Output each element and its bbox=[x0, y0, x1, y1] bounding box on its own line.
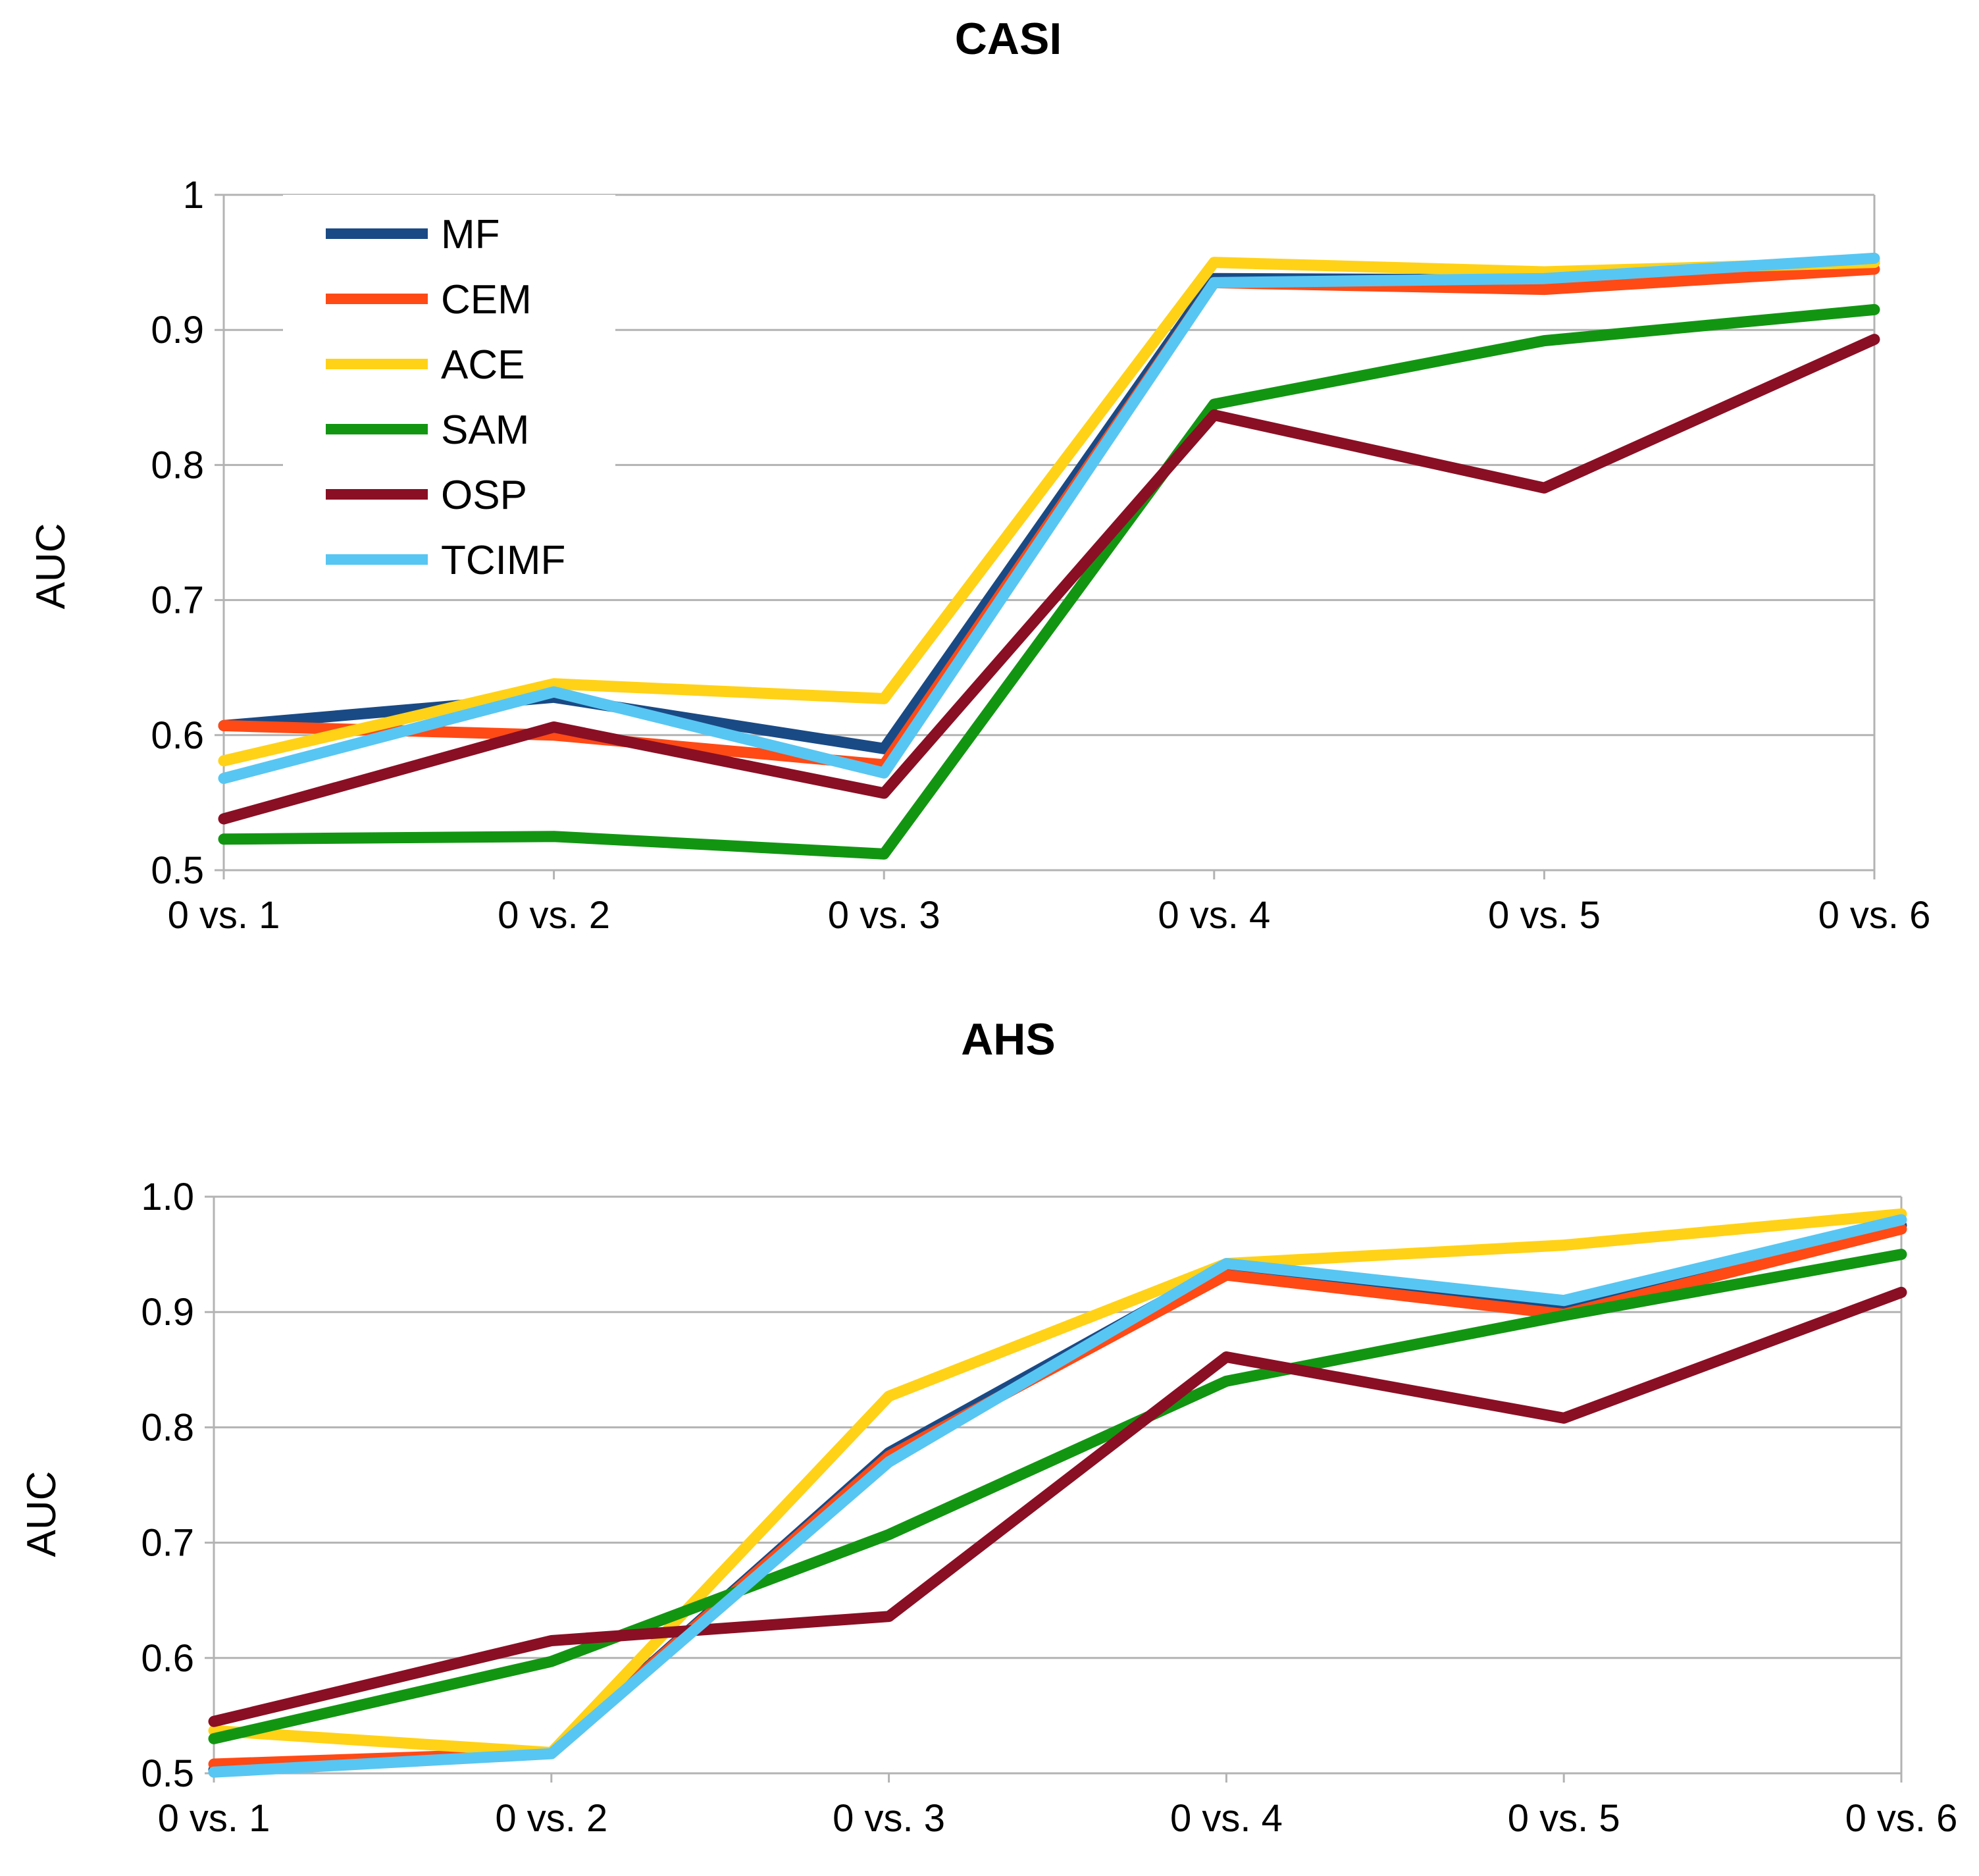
legend-label: TCIMF bbox=[441, 538, 565, 583]
legend: MF CEM ACE SAM OSP TCIMF bbox=[283, 195, 615, 590]
x-tick-label: 0 vs. 1 bbox=[158, 1797, 270, 1840]
chart-title: AHS bbox=[961, 1014, 1056, 1064]
y-tick-label: 0.8 bbox=[151, 444, 204, 486]
x-tick-label: 0 vs. 2 bbox=[498, 894, 610, 937]
x-tick-labels: 0 vs. 1 0 vs. 2 0 vs. 3 0 vs. 4 0 vs. 5 0 vs.… bbox=[158, 1797, 1958, 1840]
y-tick-label: 0.8 bbox=[141, 1406, 194, 1449]
y-tick-label: 1 bbox=[183, 174, 204, 217]
y-tick-label: 1.0 bbox=[141, 1176, 194, 1218]
y-tick-labels: 0.5 0.6 0.7 0.8 0.9 1.0 bbox=[141, 1176, 194, 1795]
y-tick-label: 0.5 bbox=[141, 1752, 194, 1795]
y-tick-label: 0.9 bbox=[141, 1291, 194, 1334]
x-tick-label: 0 vs. 5 bbox=[1508, 1797, 1620, 1840]
grid-lines bbox=[205, 1195, 1901, 1775]
y-tick-label: 0.7 bbox=[151, 579, 204, 622]
x-tick-label: 0 vs. 1 bbox=[168, 894, 280, 937]
legend-label: OSP bbox=[441, 473, 527, 518]
x-tick-label: 0 vs. 6 bbox=[1818, 894, 1931, 937]
y-tick-label: 0.7 bbox=[141, 1522, 194, 1565]
series-line-sam bbox=[218, 303, 1880, 860]
x-tick-label: 0 vs. 5 bbox=[1488, 894, 1601, 937]
y-tick-label: 0.5 bbox=[151, 849, 204, 892]
y-tick-labels: 0.5 0.6 0.7 0.8 0.9 1 bbox=[151, 174, 204, 892]
y-tick-label: 0.9 bbox=[151, 309, 204, 352]
series-line-tcimf bbox=[218, 252, 1880, 784]
x-tick-label: 0 vs. 4 bbox=[1158, 894, 1270, 937]
series-line-tcimf bbox=[208, 1214, 1907, 1778]
series-line-mf bbox=[208, 1220, 1907, 1776]
y-axis-label: AUC bbox=[19, 1471, 64, 1557]
legend-box bbox=[283, 195, 615, 590]
x-tick-labels: 0 vs. 1 0 vs. 2 0 vs. 3 0 vs. 4 0 vs. 5 0 vs.… bbox=[168, 894, 1931, 937]
x-tick-label: 0 vs. 2 bbox=[495, 1797, 607, 1840]
series-lines bbox=[218, 252, 1880, 860]
x-tick-label: 0 vs. 4 bbox=[1170, 1797, 1283, 1840]
series-line-ace bbox=[208, 1208, 1907, 1758]
series-line-osp bbox=[218, 334, 1880, 825]
legend-label: CEM bbox=[441, 277, 532, 323]
legend-label: MF bbox=[441, 212, 500, 257]
chart-title: CASI bbox=[955, 14, 1062, 64]
x-tick-label: 0 vs. 6 bbox=[1845, 1797, 1958, 1840]
x-tick-label: 0 vs. 3 bbox=[828, 894, 940, 937]
y-axis-label: AUC bbox=[28, 523, 74, 610]
y-tick-label: 0.6 bbox=[141, 1637, 194, 1680]
series-line-osp bbox=[208, 1286, 1907, 1727]
legend-label: ACE bbox=[441, 342, 525, 388]
x-tick-label: 0 vs. 3 bbox=[833, 1797, 945, 1840]
legend-label: SAM bbox=[441, 407, 529, 453]
series-lines bbox=[208, 1208, 1907, 1778]
chart-casi: CASI AUC 0.5 0.6 0.7 0.8 0.9 1 0 vs. 1 0 vs. 2… bbox=[28, 14, 1930, 937]
y-tick-label: 0.6 bbox=[151, 714, 204, 757]
series-line-sam bbox=[208, 1249, 1907, 1744]
